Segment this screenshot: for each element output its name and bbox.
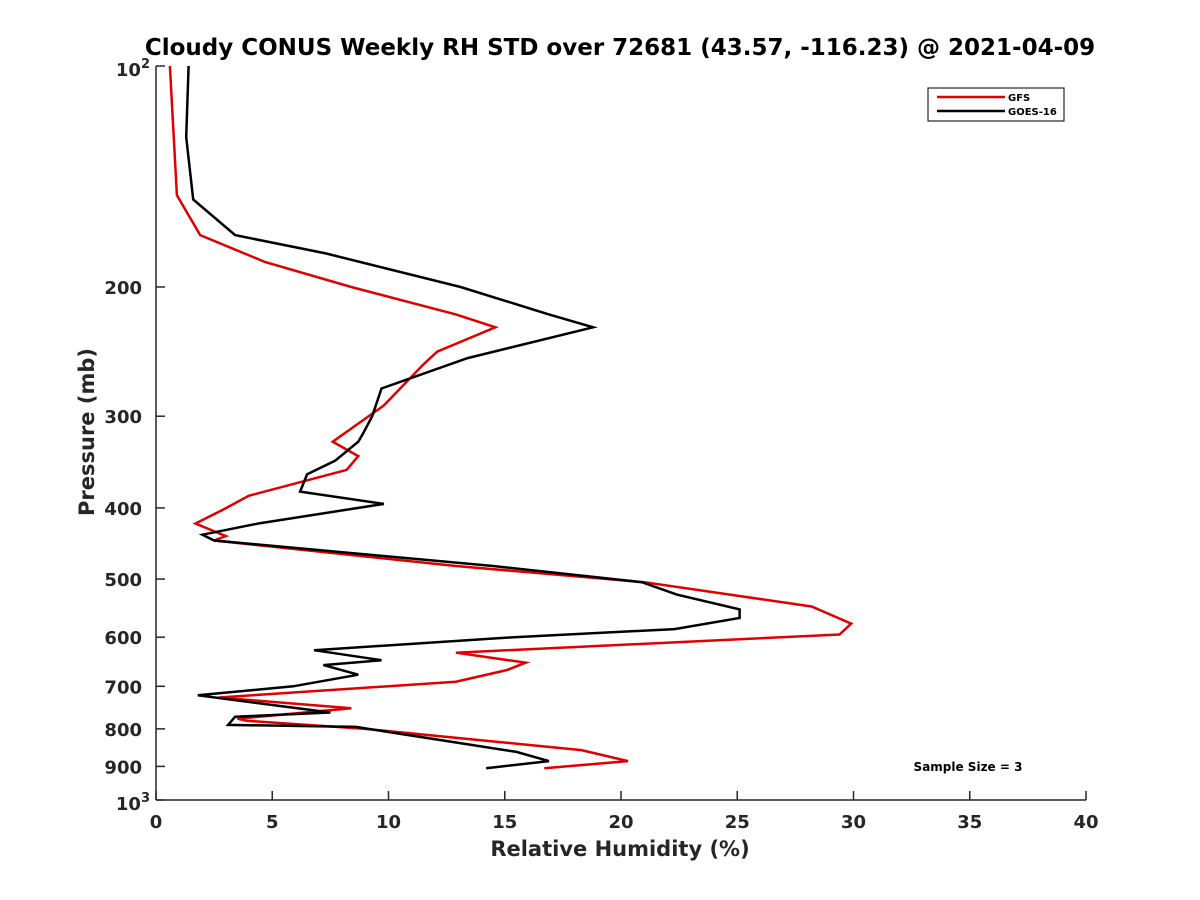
- y-tick-label: 800: [104, 720, 142, 741]
- chart-title: Cloudy CONUS Weekly RH STD over 72681 (4…: [145, 35, 1095, 61]
- y-tick-label: 600: [104, 628, 142, 649]
- y-axis-label: Pressure (mb): [75, 348, 99, 516]
- legend-box: [927, 87, 1065, 122]
- plot-area: 0 5 10 15 20 25 30 35 40 102 200 300 400 500 600 700 800…: [104, 57, 1098, 833]
- y-tick-label: 103: [116, 791, 150, 815]
- x-tick-label: 20: [608, 812, 633, 833]
- legend-label: GOES-16: [1008, 107, 1057, 118]
- sample-size-annotation: Sample Size = 3: [914, 760, 1023, 774]
- x-tick-label: 35: [957, 812, 982, 833]
- series-line-goes-16: [184, 65, 741, 770]
- y-tick-label: 900: [104, 757, 142, 778]
- x-tick-label: 10: [376, 812, 401, 833]
- x-tick-label: 5: [266, 812, 279, 833]
- y-tick-label: 400: [104, 499, 142, 520]
- x-tick-label: 30: [841, 812, 866, 833]
- x-tick-label: 25: [725, 812, 750, 833]
- x-tick-label: 15: [492, 812, 517, 833]
- x-tick-label: 0: [150, 812, 163, 833]
- y-tick-label: 500: [104, 570, 142, 591]
- legend-label: GFS: [1008, 93, 1030, 104]
- series-line-gfs: [168, 65, 854, 770]
- y-tick-label: 300: [104, 407, 142, 428]
- x-tick-label: 40: [1073, 812, 1098, 833]
- y-tick-label: 700: [104, 677, 142, 698]
- x-axis-label: Relative Humidity (%): [490, 837, 749, 861]
- y-tick-label: 200: [104, 278, 142, 299]
- legend: GFS GOES-16: [927, 87, 1065, 122]
- y-tick-label: 102: [116, 57, 150, 81]
